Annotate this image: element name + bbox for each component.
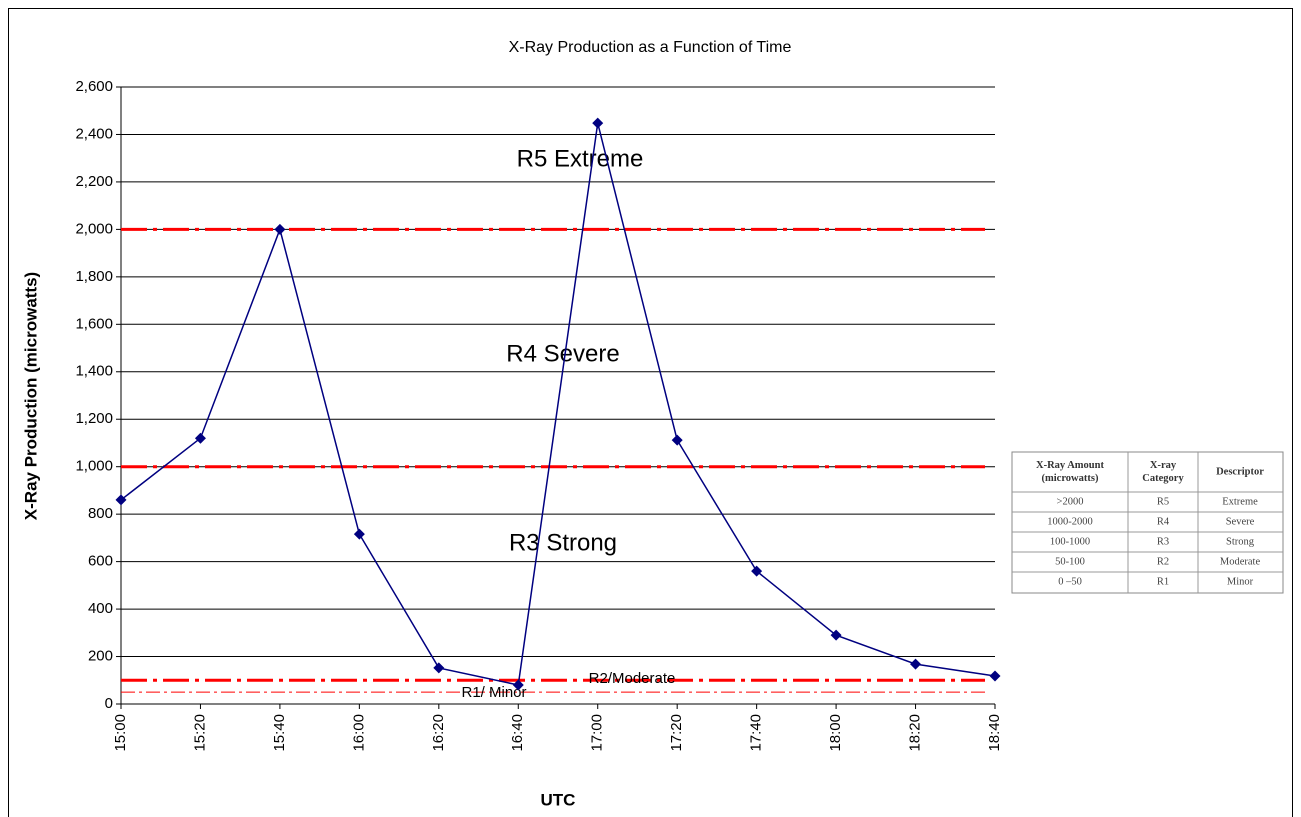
y-axis-label: X-Ray Production (microwatts) xyxy=(21,272,40,520)
x-tick-label: 15:20 xyxy=(191,714,208,752)
data-point xyxy=(194,432,206,444)
y-tick-label: 1,200 xyxy=(75,410,113,427)
data-point xyxy=(433,662,445,674)
table-cell: >2000 xyxy=(1057,496,1084,507)
table-cell: 0 –50 xyxy=(1058,576,1082,587)
table-cell: R5 xyxy=(1157,496,1169,507)
x-tick-label: 18:40 xyxy=(986,714,1003,752)
data-point xyxy=(830,629,842,641)
data-point xyxy=(989,670,1001,682)
y-tick-label: 0 xyxy=(105,695,113,712)
table-cell: Severe xyxy=(1226,516,1255,527)
x-tick-label: 16:20 xyxy=(430,714,447,752)
y-tick-label: 2,600 xyxy=(75,78,113,95)
x-tick-label: 15:40 xyxy=(271,714,288,752)
table-lines xyxy=(1012,452,1283,593)
y-tick-label: 800 xyxy=(88,505,113,522)
legend-table: X-Ray Amount (microwatts) X-ray Category Des… xyxy=(1011,451,1284,594)
x-tick-label: 16:40 xyxy=(509,714,526,752)
annotation: R2/Moderate xyxy=(589,670,676,687)
table-header: Descriptor xyxy=(1216,466,1264,477)
table-cell: 1000-2000 xyxy=(1047,516,1093,527)
table-header-line: X-ray xyxy=(1150,460,1177,471)
table-cell: 50-100 xyxy=(1055,556,1085,567)
y-tick-label: 2,200 xyxy=(75,173,113,190)
table-cell: Minor xyxy=(1227,576,1254,587)
table-header-line: (microwatts) xyxy=(1042,473,1099,484)
frame xyxy=(8,8,1293,817)
y-tick-label: 1,400 xyxy=(75,363,113,380)
y-tick-label: 1,600 xyxy=(75,315,113,332)
table-border xyxy=(1011,451,1284,594)
annotation: R4 Severe xyxy=(506,340,619,367)
y-tick-label: 1,000 xyxy=(75,458,113,475)
table-cell: R4 xyxy=(1157,516,1170,527)
y-tick-label: 2,000 xyxy=(75,220,113,237)
series-line xyxy=(120,122,996,686)
table-cell: Extreme xyxy=(1222,496,1258,507)
annotation: R3 Strong xyxy=(509,529,617,556)
data-point xyxy=(115,494,127,506)
y-tick-label: 200 xyxy=(88,648,113,665)
y-tick-label: 2,400 xyxy=(75,125,113,142)
data-point xyxy=(512,679,524,691)
data-point xyxy=(751,565,763,577)
y-tick-label: 400 xyxy=(88,600,113,617)
table-header-line: X-Ray Amount xyxy=(1036,460,1104,471)
table-cell: R3 xyxy=(1157,536,1169,547)
x-tick-label: 17:00 xyxy=(589,714,606,752)
table-cell: Moderate xyxy=(1220,556,1261,567)
x-tick-label: 15:00 xyxy=(112,714,129,752)
annotation: R5 Extreme xyxy=(517,145,644,172)
x-tick-label: 16:00 xyxy=(350,714,367,752)
x-tick-label: 17:40 xyxy=(748,714,765,752)
x-axis-label: UTC xyxy=(541,790,576,809)
data-point xyxy=(592,117,604,129)
chart-title: X-Ray Production as a Function of Time xyxy=(509,39,792,56)
annotation: R1/ Minor xyxy=(461,684,526,701)
x-tick-label: 18:20 xyxy=(907,714,924,752)
data-point xyxy=(353,528,365,540)
table-cell: Strong xyxy=(1226,536,1255,547)
table-cell: R1 xyxy=(1157,576,1169,587)
data-point xyxy=(274,223,286,235)
table-header: X-ray Category xyxy=(1142,460,1184,484)
data-point xyxy=(910,658,922,670)
x-tick-label: 18:00 xyxy=(827,714,844,752)
data-point xyxy=(671,434,683,446)
table-header: X-Ray Amount (microwatts) xyxy=(1036,460,1104,484)
table-cell: 100-1000 xyxy=(1050,536,1090,547)
x-tick-label: 17:20 xyxy=(668,714,685,752)
y-tick-label: 600 xyxy=(88,553,113,570)
table-header-line: Category xyxy=(1142,473,1184,484)
table-cell: R2 xyxy=(1157,556,1169,567)
y-tick-label: 1,800 xyxy=(75,268,113,285)
